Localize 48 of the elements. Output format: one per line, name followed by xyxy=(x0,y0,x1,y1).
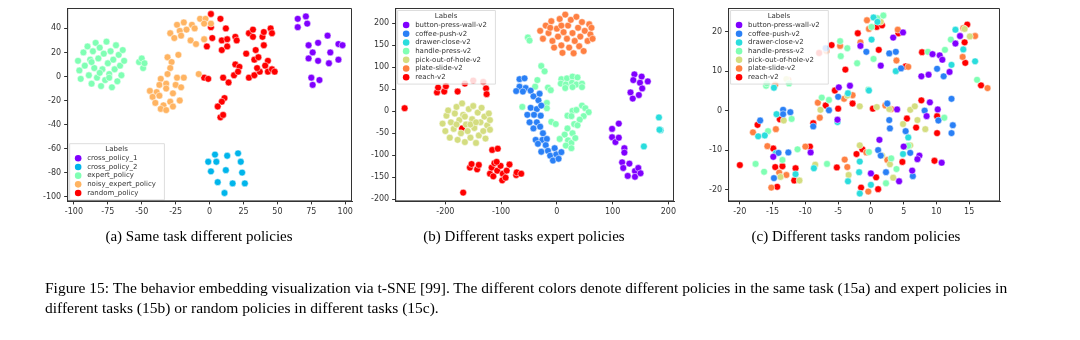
y-tick-label: -100 xyxy=(371,150,390,160)
x-tick-label: -25 xyxy=(169,207,183,217)
x-tick-label: 100 xyxy=(605,207,621,217)
y-tick-label: 200 xyxy=(373,18,390,28)
y-tick-label: 150 xyxy=(373,40,390,50)
y-tick-label: 100 xyxy=(373,62,390,72)
y-tick-label: 50 xyxy=(378,84,390,94)
x-tick-label: 0 xyxy=(554,207,560,217)
x-tick-label: 10 xyxy=(931,207,942,217)
y-tick-label: -20 xyxy=(708,184,723,194)
y-tick-label: -80 xyxy=(48,167,62,177)
x-tick-label: 100 xyxy=(337,207,353,217)
x-tick-label: -5 xyxy=(834,207,843,217)
y-tick-label: 40 xyxy=(50,23,62,33)
x-tick-label: 200 xyxy=(660,207,677,217)
x-tick-label: -75 xyxy=(101,207,115,217)
y-tick-label: -40 xyxy=(48,119,62,129)
x-tick-label: -100 xyxy=(64,207,84,217)
y-tick-label: -100 xyxy=(43,191,62,201)
y-tick-label: -60 xyxy=(48,143,62,153)
y-tick-label: 0 xyxy=(56,71,62,81)
x-tick-label: -10 xyxy=(798,207,812,217)
y-tick-label: -50 xyxy=(376,128,390,138)
x-tick-label: 5 xyxy=(901,207,907,217)
y-tick-label: -20 xyxy=(48,95,62,105)
x-tick-label: -50 xyxy=(135,207,149,217)
y-tick-label: 20 xyxy=(711,26,723,36)
x-tick-label: 0 xyxy=(868,207,874,217)
x-tick-label: 0 xyxy=(207,207,213,217)
y-tick-label: 20 xyxy=(50,47,62,57)
x-tick-label: -100 xyxy=(492,207,511,217)
x-tick-label: -15 xyxy=(766,207,780,217)
text: (a) Same task different policies xyxy=(104,228,294,245)
text: (c) Different tasks random policies xyxy=(750,228,962,245)
y-tick-label: 10 xyxy=(711,66,723,76)
x-tick-label: 15 xyxy=(964,207,975,217)
x-tick-label: -20 xyxy=(733,207,747,217)
y-tick-label: -10 xyxy=(708,145,723,155)
text: (b) Different tasks expert policies xyxy=(422,228,626,245)
y-tick-label: 0 xyxy=(384,106,390,116)
x-tick-label: -200 xyxy=(436,207,455,217)
x-tick-label: 50 xyxy=(272,207,283,217)
x-tick-label: 75 xyxy=(306,207,317,217)
x-tick-label: 25 xyxy=(238,207,249,217)
y-tick-label: 0 xyxy=(716,105,723,115)
y-tick-label: -200 xyxy=(371,194,390,204)
caption: Figure 15: The behavior embedding visualization via t-SNE [99]. The different colors denote different policies in the same task (15a) and expert policies in different tasks (15b) or random policies in different tasks (15c). xyxy=(45,278,1009,318)
y-tick-label: -150 xyxy=(371,172,390,182)
